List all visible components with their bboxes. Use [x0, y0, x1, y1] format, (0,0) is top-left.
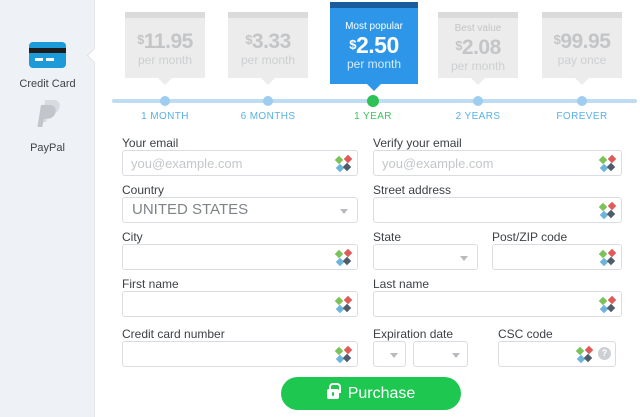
plan-card-forever[interactable]: $99.95 pay once — [542, 12, 622, 85]
paypal-icon — [33, 98, 63, 132]
email-field-wrap — [122, 150, 358, 176]
payment-method-paypal[interactable]: PayPal — [0, 98, 95, 154]
autofill-pinwheel-icon[interactable] — [598, 295, 617, 314]
street-label: Street address — [373, 183, 452, 197]
last-name-field-wrap — [373, 291, 622, 317]
plan-price: $3.33 — [245, 29, 291, 53]
first-name-label: First name — [122, 277, 179, 291]
expiration-month-select[interactable] — [373, 341, 406, 367]
plan-period: pay once — [557, 52, 607, 67]
checkout-main: $11.95 per month $3.33 per month Most po… — [95, 0, 640, 417]
plan-card-6-months[interactable]: $3.33 per month — [228, 12, 308, 85]
first-name-input[interactable] — [122, 291, 358, 317]
csc-field-wrap — [498, 341, 616, 367]
plan-period: per month — [450, 59, 506, 73]
zip-label: Post/ZIP code — [492, 230, 568, 244]
paypal-label: PayPal — [30, 142, 65, 154]
duration-label-6-months[interactable]: 6 MONTHS — [240, 111, 296, 122]
lock-icon — [326, 382, 341, 399]
payment-method-sidebar: Credit Card PayPal — [0, 0, 95, 417]
plan-badge: Most popular — [345, 21, 403, 32]
last-name-input[interactable] — [373, 291, 622, 317]
autofill-pinwheel-icon[interactable] — [334, 345, 353, 364]
autofill-pinwheel-icon[interactable] — [334, 248, 353, 267]
plan-price: $11.95 — [137, 29, 193, 53]
verify-email-input[interactable] — [373, 150, 622, 176]
duration-label-2-years[interactable]: 2 YEARS — [455, 111, 501, 122]
plan-card-top-bar — [438, 12, 518, 18]
plan-card-top-bar — [330, 2, 418, 8]
credit-card-label: Credit Card — [19, 78, 76, 90]
card-number-field-wrap — [122, 341, 358, 367]
purchase-button[interactable]: Purchase — [281, 377, 461, 410]
duration-label-1-year[interactable]: 1 YEAR — [354, 111, 392, 122]
last-name-label: Last name — [373, 277, 430, 291]
street-input[interactable] — [373, 197, 622, 223]
autofill-pinwheel-icon[interactable] — [598, 201, 617, 220]
city-input[interactable] — [122, 244, 358, 270]
csc-help-icon[interactable] — [598, 347, 611, 360]
duration-label-forever[interactable]: FOREVER — [556, 111, 608, 122]
timeline-dot-6-months[interactable] — [263, 96, 273, 106]
csc-label: CSC code — [498, 327, 553, 341]
plan-price: $99.95 — [553, 29, 611, 53]
card-number-label: Credit card number — [122, 327, 225, 341]
plan-price: $2.50 — [349, 32, 399, 58]
state-label: State — [373, 230, 402, 244]
purchase-button-label: Purchase — [347, 384, 416, 402]
timeline-dot-forever[interactable] — [577, 96, 587, 106]
zip-field-wrap — [492, 244, 622, 270]
plan-card-top-bar — [228, 12, 308, 18]
timeline-dot-1-year-active[interactable] — [367, 95, 379, 107]
autofill-pinwheel-icon[interactable] — [334, 295, 353, 314]
country-value: UNITED STATES — [132, 201, 249, 218]
expiration-year-select[interactable] — [413, 341, 468, 367]
zip-input[interactable] — [492, 244, 622, 270]
email-label: Your email — [122, 136, 179, 150]
csc-input[interactable] — [498, 341, 616, 367]
credit-card-icon — [29, 42, 66, 68]
autofill-pinwheel-icon[interactable] — [598, 248, 617, 267]
country-select[interactable]: UNITED STATES — [122, 197, 358, 223]
plan-badge: Best value — [454, 23, 502, 34]
card-number-input[interactable] — [122, 341, 358, 367]
autofill-pinwheel-icon[interactable] — [334, 154, 353, 173]
city-label: City — [122, 230, 143, 244]
plan-period: per month — [346, 57, 402, 71]
plan-card-top-bar — [125, 12, 205, 18]
country-label: Country — [122, 183, 165, 197]
plan-card-top-bar — [542, 12, 622, 18]
plan-card-2-years[interactable]: Best value $2.08 per month — [438, 12, 518, 85]
duration-label-1-month[interactable]: 1 MONTH — [141, 111, 189, 122]
timeline-dot-1-month[interactable] — [160, 96, 170, 106]
timeline-dot-2-years[interactable] — [473, 96, 483, 106]
first-name-field-wrap — [122, 291, 358, 317]
payment-method-credit-card[interactable]: Credit Card — [0, 42, 95, 90]
plan-card-1-month[interactable]: $11.95 per month — [125, 12, 205, 85]
autofill-pinwheel-icon[interactable] — [598, 154, 617, 173]
plan-price: $2.08 — [455, 36, 501, 59]
verify-email-field-wrap — [373, 150, 622, 176]
street-field-wrap — [373, 197, 622, 223]
plan-card-1-year-selected[interactable]: Most popular $2.50 per month — [330, 2, 418, 91]
verify-email-label: Verify your email — [373, 136, 462, 150]
city-field-wrap — [122, 244, 358, 270]
state-select[interactable] — [373, 244, 478, 270]
plan-period: per month — [240, 52, 296, 67]
plan-period: per month — [137, 52, 193, 67]
email-input[interactable] — [122, 150, 358, 176]
autofill-pinwheel-icon[interactable] — [575, 345, 594, 364]
expiration-label: Expiration date — [373, 327, 454, 341]
